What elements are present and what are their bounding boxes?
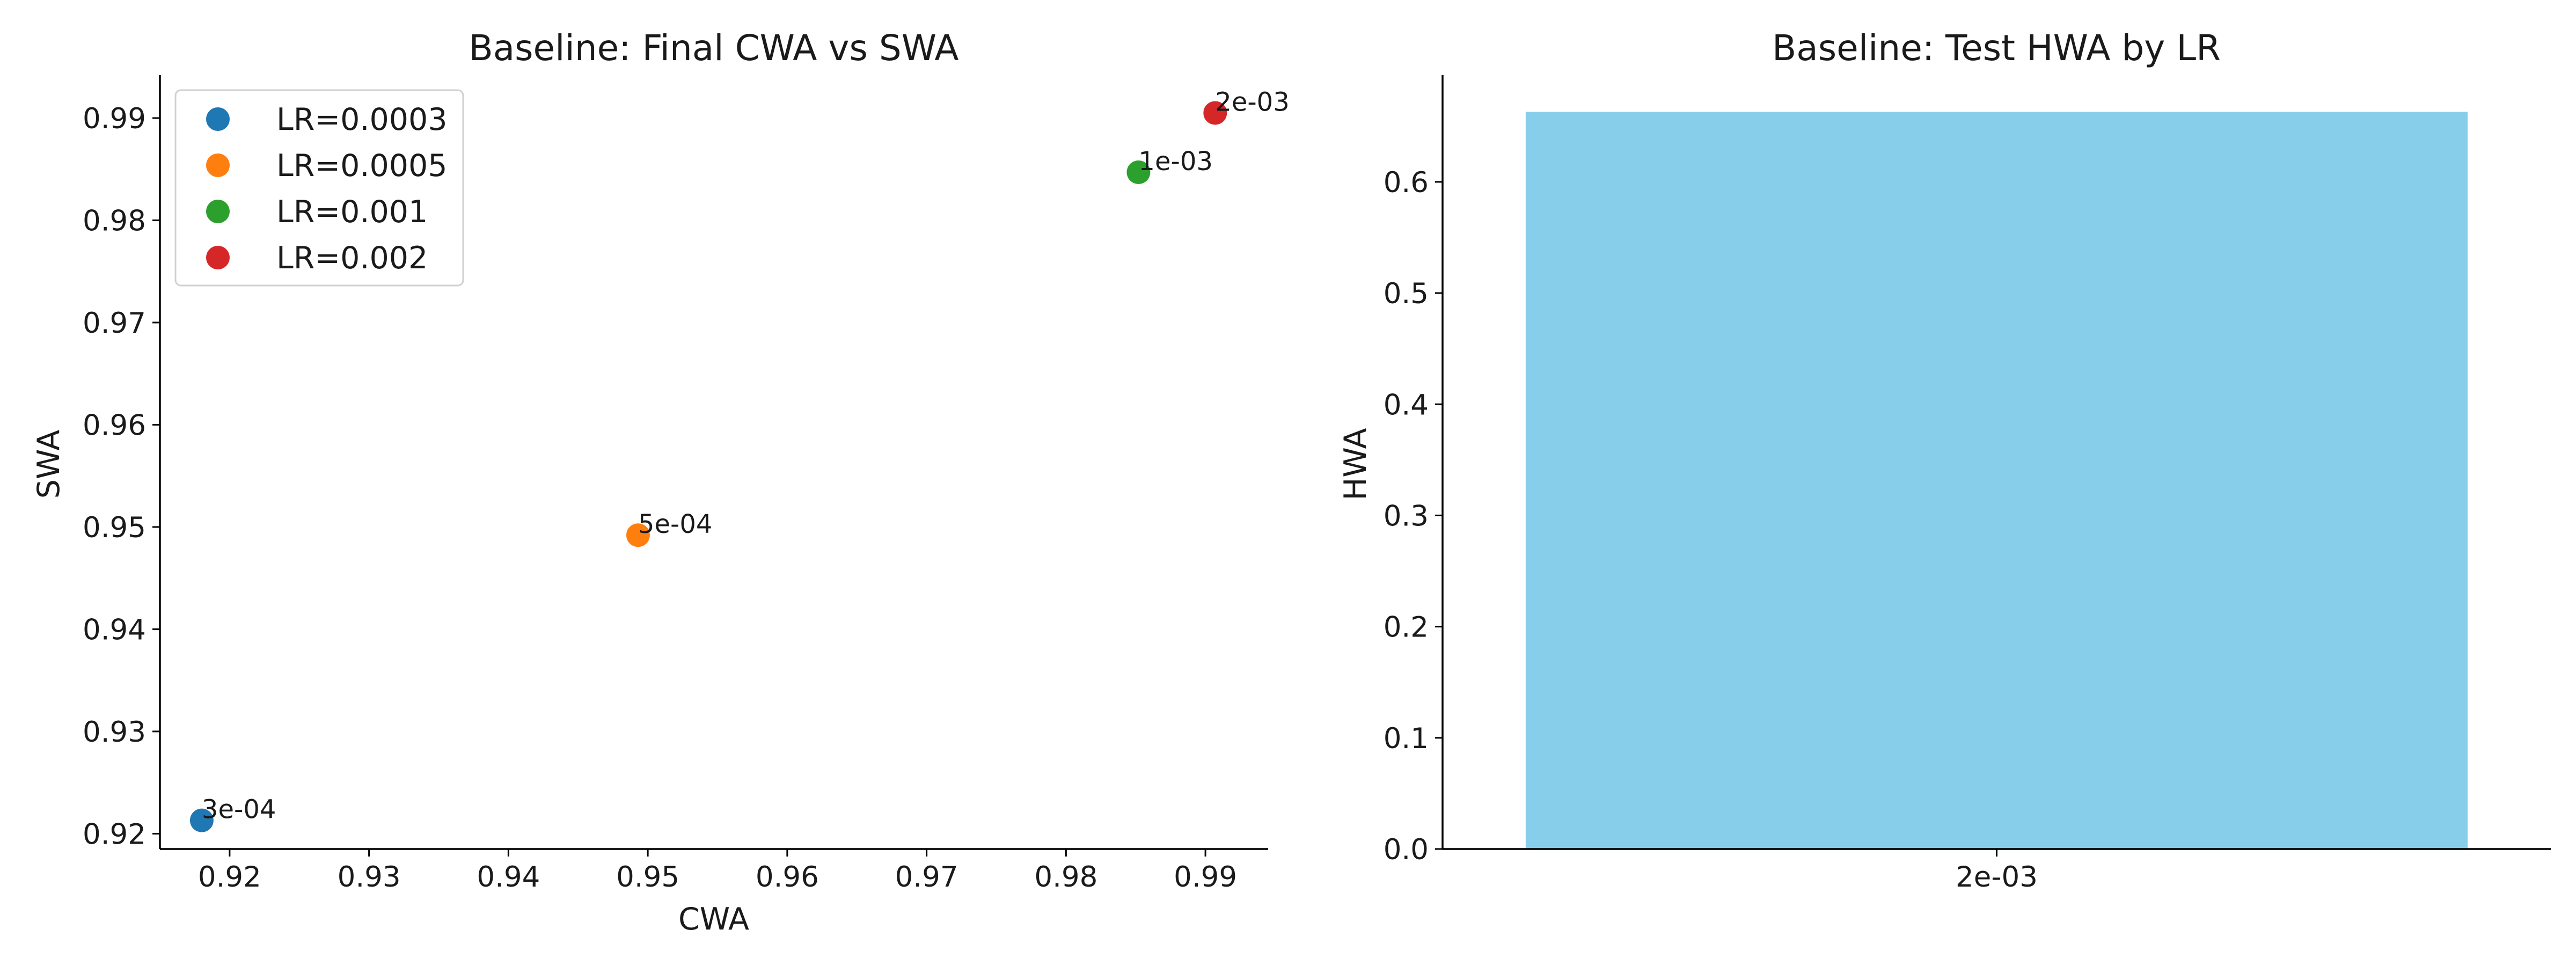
scatter-point [189,808,214,832]
bar-x-tick-label: 2e-03 [1956,861,2038,894]
scatter-y-axis-label: SWA [31,430,67,499]
scatter-x-tick-label: 0.99 [1174,861,1237,894]
bar-y-axis-label: HWA [1338,428,1373,500]
scatter-y-tick-label: 0.98 [83,204,146,237]
bar-y-tick-label: 0.0 [1384,833,1429,866]
legend-marker [206,200,230,223]
bar-y-tick-label: 0.4 [1384,389,1429,421]
scatter-point [1203,101,1227,125]
bar-panel: Baseline: Test HWA by LR 0.0 0.1 0.2 0.3 0.4… [1338,27,2551,894]
legend-label: LR=0.0005 [276,148,448,184]
legend-marker [206,246,230,269]
bar [1525,112,2468,849]
scatter-y-tick-label: 0.93 [83,716,146,749]
bar-y-tick-label: 0.2 [1384,611,1429,644]
scatter-x-tick-label: 0.98 [1034,861,1097,894]
scatter-x-tick-label: 0.97 [895,861,958,894]
scatter-y-tick-label: 0.97 [83,307,146,340]
legend-label: LR=0.0003 [276,102,448,137]
scatter-y-tick-label: 0.96 [83,409,146,442]
scatter-point-annotation: 5e-04 [638,509,712,539]
bar-title: Baseline: Test HWA by LR [1772,27,2221,69]
scatter-point [1126,160,1151,184]
scatter-x-tick-label: 0.94 [477,861,540,894]
scatter-x-axis-label: CWA [678,902,749,937]
bar-y-tick-label: 0.5 [1384,277,1429,310]
scatter-x-tick-label: 0.95 [616,861,679,894]
bar-y-ticks: 0.0 0.1 0.2 0.3 0.4 0.5 0.6 [1384,166,1443,866]
bar-y-tick-label: 0.6 [1384,166,1429,199]
scatter-x-tick-label: 0.93 [338,861,401,894]
bar-y-tick-label: 0.3 [1384,500,1429,532]
scatter-point-annotation: 1e-03 [1138,147,1212,177]
scatter-panel: Baseline: Final CWA vs SWA 0.920.930.940… [31,27,1290,937]
scatter-point-annotation: 2e-03 [1215,87,1289,117]
scatter-x-ticks: 0.92 0.93 0.94 0.95 0.96 0.97 0.98 0.99 [198,849,1237,894]
scatter-x-tick-label: 0.96 [756,861,819,894]
legend-frame [174,89,464,287]
scatter-y-tick-label: 0.99 [83,103,146,135]
legend-label: LR=0.002 [276,240,428,276]
legend-marker [206,153,230,177]
scatter-x-tick-label: 0.92 [198,861,261,894]
scatter-y-ticks: 0.92 0.93 0.94 0.95 0.96 0.97 0.98 0.99 [83,103,160,851]
scatter-legend: LR=0.0003 LR=0.0005 LR=0.001 LR=0.002 [174,89,464,287]
bar-y-tick-label: 0.1 [1384,722,1429,755]
scatter-y-tick-label: 0.94 [83,613,146,646]
legend-marker [206,107,230,131]
scatter-y-tick-label: 0.92 [83,818,146,851]
scatter-point-annotation: 3e-04 [202,795,276,825]
bar-marks [1525,112,2468,849]
scatter-point [626,523,650,547]
scatter-title: Baseline: Final CWA vs SWA [469,27,958,69]
scatter-y-tick-label: 0.95 [83,511,146,544]
legend-label: LR=0.001 [276,194,428,230]
bar-x-ticks: 2e-03 [1956,849,2038,894]
